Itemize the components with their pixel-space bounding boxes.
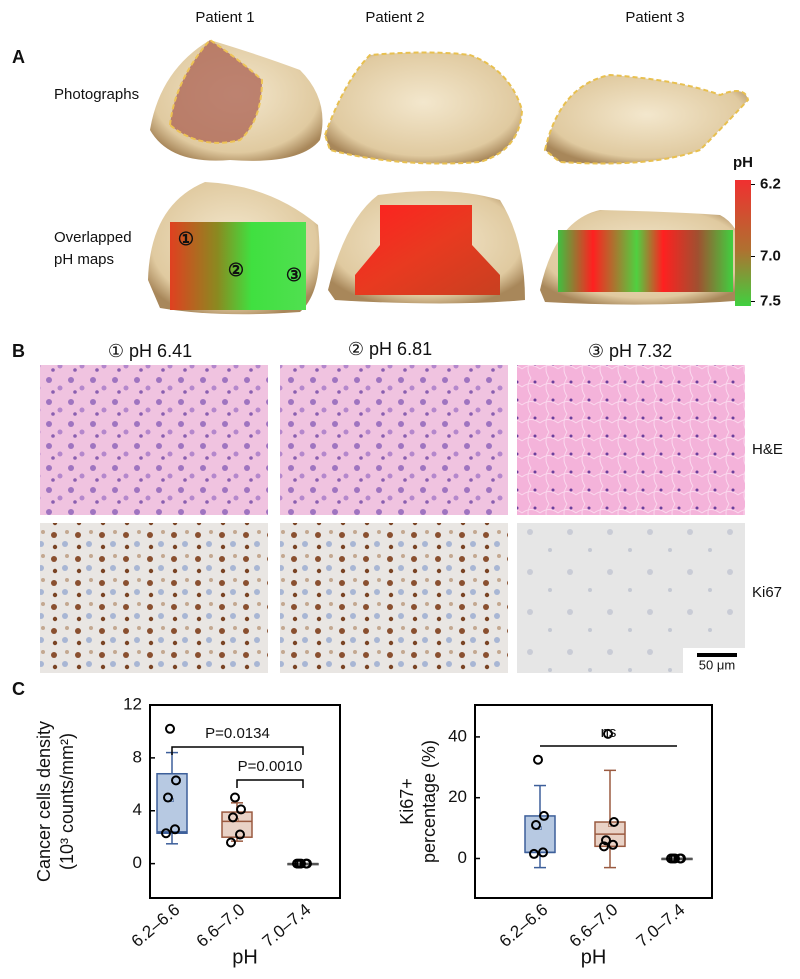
data-point — [230, 792, 240, 803]
row-label: H&E — [752, 441, 783, 458]
histology-title: ② pH 6.81 — [348, 339, 432, 359]
y-tick-label: 4 — [133, 800, 142, 819]
data-point — [531, 820, 541, 831]
data-point — [163, 792, 173, 803]
data-point — [599, 841, 609, 852]
data-point — [533, 754, 543, 765]
data-point — [666, 853, 676, 864]
y-tick-label: 0 — [458, 848, 467, 867]
site-marker: ③ — [286, 265, 302, 285]
significance-bracket — [236, 779, 304, 788]
y-tick-label: 0 — [133, 853, 142, 872]
x-tick-label: 7.0–7.4 — [259, 900, 315, 951]
x-tick-label: 6.2–6.6 — [496, 900, 552, 951]
data-point — [538, 847, 548, 858]
data-point — [228, 812, 238, 823]
y-axis-title: percentage (%) — [419, 740, 439, 863]
x-axis-title: pH — [581, 946, 607, 968]
data-point — [161, 828, 171, 839]
data-point — [539, 810, 549, 821]
data-point — [170, 824, 180, 835]
y-tick-label: 40 — [448, 726, 467, 745]
data-point — [226, 837, 236, 848]
y-tick-label: 20 — [448, 787, 467, 806]
row-label: Photographs — [54, 86, 139, 103]
panel-label: B — [12, 341, 25, 361]
plot-frame — [149, 704, 341, 899]
colorbar-title: pH — [733, 154, 753, 171]
y-axis-title: Cancer cells density — [34, 721, 54, 882]
data-point — [292, 858, 302, 869]
x-tick-label: 6.6–7.0 — [566, 900, 622, 951]
y-tick-label: 12 — [123, 694, 142, 713]
panel-b-images — [40, 365, 745, 673]
box — [524, 815, 556, 854]
data-point — [171, 775, 181, 786]
patient-label: Patient 3 — [625, 9, 684, 26]
row-label: Overlapped — [54, 229, 132, 246]
panel-label: C — [12, 679, 25, 699]
site-marker: ① — [178, 229, 194, 249]
y-tick-label: 8 — [133, 747, 142, 766]
colorbar-tick-label: 6.2 — [760, 175, 781, 192]
x-tick-label: 6.2–6.6 — [128, 900, 184, 951]
data-point — [235, 829, 245, 840]
significance-bracket — [171, 746, 304, 755]
x-axis-title: pH — [232, 946, 258, 968]
x-tick-label: 6.6–7.0 — [193, 900, 249, 951]
y-axis-title: Ki67+ — [397, 778, 417, 825]
significance-label: P=0.0010 — [238, 758, 303, 775]
data-point — [603, 728, 613, 739]
data-point — [601, 835, 611, 846]
panel-a-images — [148, 38, 751, 315]
row-label: Ki67 — [752, 584, 782, 601]
colorbar-tick-label: 7.0 — [760, 247, 781, 264]
patient-label: Patient 2 — [365, 9, 424, 26]
histology-title: ③ pH 7.32 — [588, 341, 672, 361]
histology-title: ① pH 6.41 — [108, 341, 192, 361]
data-point — [236, 804, 246, 815]
data-point — [609, 817, 619, 828]
significance-label: P=0.0134 — [205, 725, 270, 742]
site-marker: ② — [228, 260, 244, 280]
colorbar-tick-label: 7.5 — [760, 292, 781, 309]
data-point — [165, 723, 175, 734]
data-point — [529, 848, 539, 859]
row-label: pH maps — [54, 251, 114, 268]
significance-label: ns — [601, 724, 617, 741]
data-point — [608, 839, 618, 850]
x-tick-label: 7.0–7.4 — [633, 900, 689, 951]
y-axis-title: (10³ counts/mm²) — [57, 733, 77, 870]
patient-label: Patient 1 — [195, 9, 254, 26]
scale-bar-label: 50 μm — [699, 657, 735, 672]
plot-frame — [474, 704, 713, 899]
panel-label: A — [12, 47, 25, 67]
